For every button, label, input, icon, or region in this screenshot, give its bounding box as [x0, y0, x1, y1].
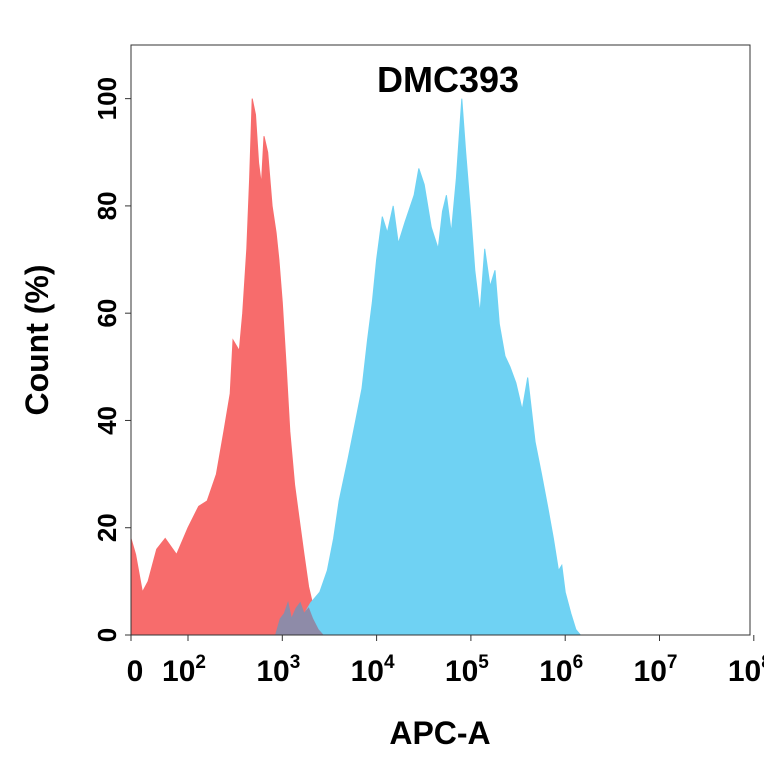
histogram-area-2 — [282, 98, 582, 636]
x-axis-ticks: 0 102 103 104 105 106 107 108 — [127, 635, 764, 688]
y-tick-label: 60 — [92, 299, 122, 328]
x-tick-label: 102 — [162, 652, 206, 688]
y-tick-label: 0 — [92, 628, 122, 642]
x-tick-label: 103 — [256, 652, 300, 688]
x-tick-label: 105 — [445, 652, 489, 688]
x-tick-label: 108 — [728, 652, 764, 688]
x-tick-label: 0 — [127, 655, 144, 688]
y-axis-ticks: 0 20 40 60 80 100 — [92, 77, 131, 642]
histogram-area-1 — [130, 98, 324, 636]
plot-frame — [130, 44, 751, 636]
y-tick-label: 20 — [92, 513, 122, 542]
y-tick-label: 100 — [92, 77, 122, 120]
chart-title: DMC393 — [377, 59, 519, 100]
x-tick-label: 107 — [634, 652, 678, 688]
x-tick-label: 104 — [351, 652, 395, 688]
histogram-area-3 — [274, 600, 325, 636]
y-tick-label: 40 — [92, 406, 122, 435]
y-axis-label: Count (%) — [19, 264, 55, 415]
x-tick-label: 106 — [539, 652, 583, 688]
y-tick-label: 80 — [92, 191, 122, 220]
histogram-series — [130, 98, 582, 636]
x-axis-label: APC-A — [389, 715, 490, 751]
